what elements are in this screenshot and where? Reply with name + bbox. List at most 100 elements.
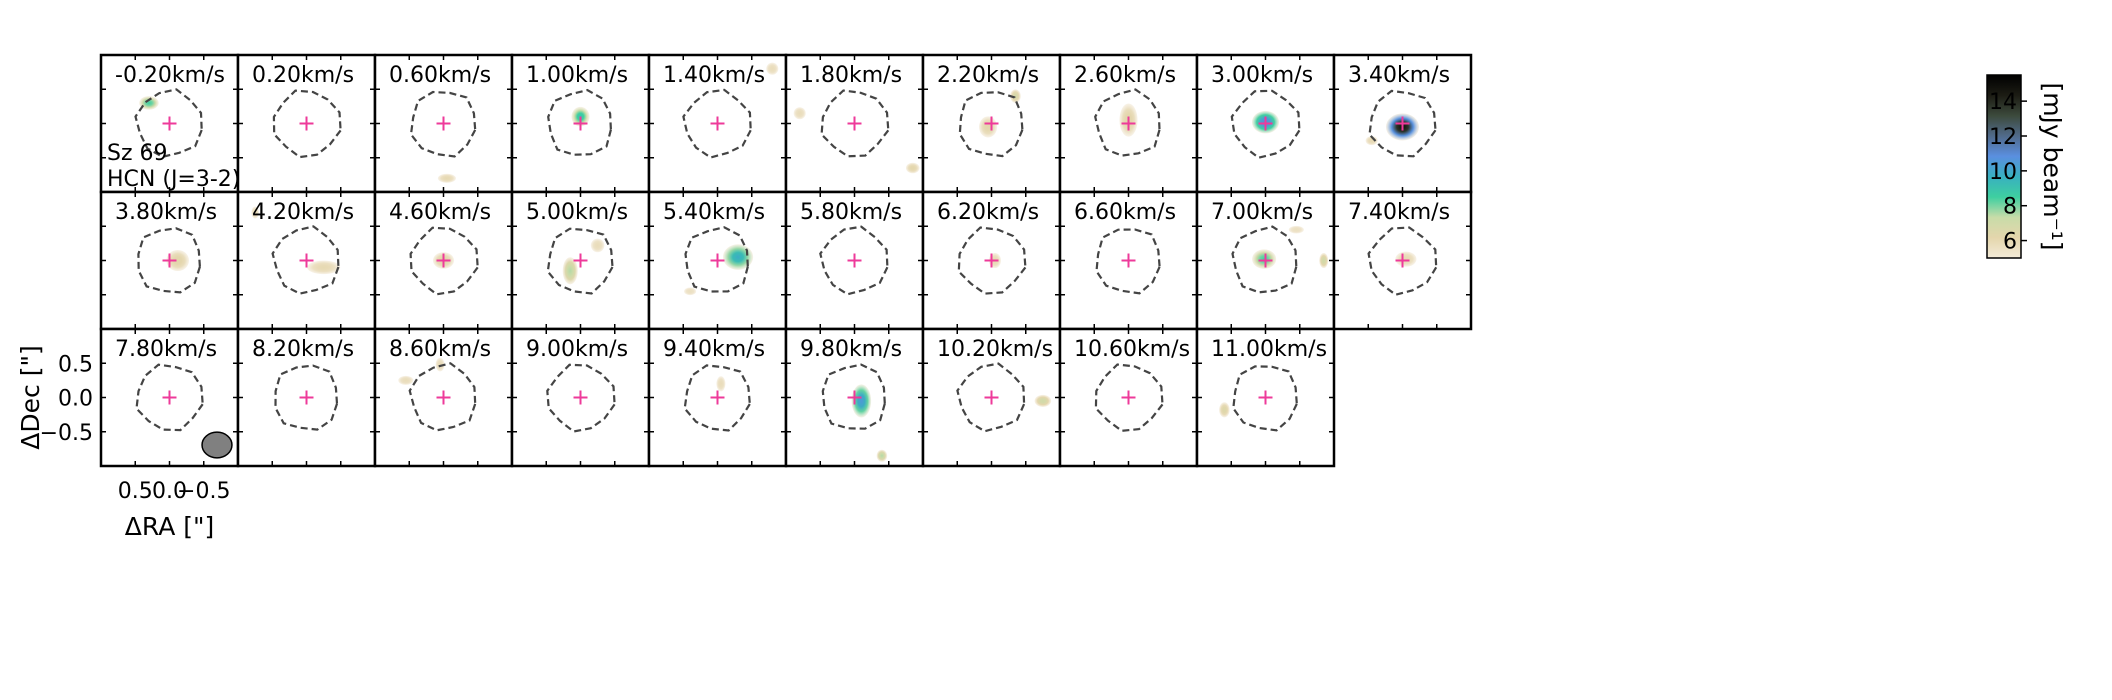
emission-blob <box>1319 252 1329 269</box>
channel-velocity-label: 1.00km/s <box>526 63 628 88</box>
channel-velocity-label: 5.40km/s <box>663 200 765 225</box>
mask-contour <box>409 226 479 296</box>
mask-contour <box>683 364 751 432</box>
channel-velocity-label: 2.20km/s <box>937 63 1039 88</box>
emission-blob <box>905 162 920 174</box>
channel-velocity-label: 6.60km/s <box>1074 200 1176 225</box>
mask-contour <box>1095 228 1161 295</box>
center-marker-icon <box>1258 390 1273 405</box>
colorbar-tick-label: 10 <box>1989 160 2017 185</box>
emission-blob <box>684 287 697 296</box>
channel-panel: 4.20km/s <box>236 190 377 331</box>
mask-contour <box>958 91 1024 158</box>
colorbar-tick-label: 8 <box>2003 195 2017 220</box>
y-tick-label: −0.5 <box>40 421 93 446</box>
center-marker-icon <box>162 253 177 268</box>
channel-velocity-label: 7.00km/s <box>1211 200 1313 225</box>
channel-panel: 1.00km/s <box>510 53 651 194</box>
source-name: Sz 69 <box>107 141 168 166</box>
x-tick-label: −0.5 <box>177 479 230 504</box>
center-marker-icon <box>1121 390 1136 405</box>
mask-contour <box>1232 365 1298 432</box>
center-marker-icon <box>710 116 725 131</box>
center-marker-icon <box>1121 253 1136 268</box>
emission-blob <box>251 206 259 219</box>
x-tick-label: 0.0 <box>152 479 187 504</box>
channel-velocity-label: 4.20km/s <box>252 200 354 225</box>
mask-contour <box>137 227 202 294</box>
channel-panel: 3.00km/s <box>1195 53 1336 194</box>
channel-velocity-label: 7.40km/s <box>1348 200 1450 225</box>
center-marker-icon <box>710 390 725 405</box>
center-marker-icon <box>847 253 862 268</box>
channel-panel: 6.20km/s <box>921 190 1062 331</box>
emission-blob <box>1365 136 1378 146</box>
channel-velocity-label: 9.00km/s <box>526 337 628 362</box>
y-tick-label: 0.0 <box>58 387 93 412</box>
mask-contour <box>819 225 889 296</box>
channel-panel: 1.40km/s <box>647 53 788 194</box>
center-marker-icon <box>984 116 999 131</box>
channel-panel: 10.60km/s <box>1058 327 1199 468</box>
channel-panel: 11.00km/s <box>1195 327 1336 468</box>
mask-contour <box>408 362 477 432</box>
y-axis: 0.5 0.0 −0.5 <box>40 352 93 446</box>
channel-panel: 10.20km/s <box>921 327 1062 468</box>
mask-contour <box>1231 225 1298 294</box>
colorbar-tick-label: 14 <box>1989 90 2017 115</box>
center-marker-icon <box>299 390 314 405</box>
channel-panel: 7.80km/s <box>99 327 240 468</box>
channel-velocity-label: 5.00km/s <box>526 200 628 225</box>
emission-blob <box>851 384 872 418</box>
mask-contour <box>820 89 890 158</box>
channel-velocity-label: 8.20km/s <box>252 337 354 362</box>
channel-velocity-label: 5.80km/s <box>800 200 902 225</box>
channel-velocity-label: 3.80km/s <box>115 200 217 225</box>
center-marker-icon <box>573 116 588 131</box>
emission-blob <box>307 260 341 275</box>
emission-blob <box>398 375 414 385</box>
mask-contour <box>135 363 204 432</box>
channel-panel: -0.20km/s <box>99 53 240 194</box>
emission-blob <box>1395 251 1417 267</box>
emission-blob <box>1010 89 1021 103</box>
mask-contour <box>684 226 749 293</box>
mask-contour <box>957 226 1027 295</box>
center-marker-icon <box>573 253 588 268</box>
y-tick-label: 0.5 <box>58 352 93 377</box>
mask-contour <box>1368 89 1437 158</box>
emission-blob <box>1252 249 1277 269</box>
center-marker-icon <box>1395 116 1410 131</box>
channel-panel: 5.40km/s <box>647 190 788 331</box>
center-marker-icon <box>710 253 725 268</box>
center-marker-icon <box>162 116 177 131</box>
mask-contour <box>1094 363 1164 432</box>
mask-contour <box>134 88 203 158</box>
mask-contour <box>272 89 342 159</box>
channel-panel: 8.60km/s <box>373 327 514 468</box>
beam-ellipse <box>201 431 233 459</box>
channel-velocity-label: 8.60km/s <box>389 337 491 362</box>
emission-blob <box>1034 394 1052 407</box>
center-marker-icon <box>1395 253 1410 268</box>
center-marker-icon <box>299 116 314 131</box>
emission-blob <box>716 376 726 392</box>
mask-contour <box>1367 226 1438 296</box>
mask-contour <box>1230 89 1301 159</box>
emission-blob <box>876 449 888 462</box>
emission-blob <box>1288 225 1304 234</box>
center-marker-icon <box>436 253 451 268</box>
channel-panel: 6.60km/s <box>1058 190 1199 331</box>
line-name: HCN (J=3-2) <box>107 167 240 192</box>
emission-blob <box>979 116 998 138</box>
channel-panel: 7.40km/s <box>1332 190 1473 331</box>
center-marker-icon <box>1258 116 1273 131</box>
channel-velocity-label: 3.40km/s <box>1348 63 1450 88</box>
channel-panel: 1.80km/s <box>784 53 925 194</box>
channel-velocity-label: 11.00km/s <box>1211 337 1327 362</box>
colorbar-tick-label: 6 <box>2003 230 2017 255</box>
panel-frame <box>1195 327 1336 468</box>
center-marker-icon <box>847 390 862 405</box>
channel-panel: 9.80km/s <box>784 327 925 468</box>
channel-velocity-label: 7.80km/s <box>115 337 217 362</box>
